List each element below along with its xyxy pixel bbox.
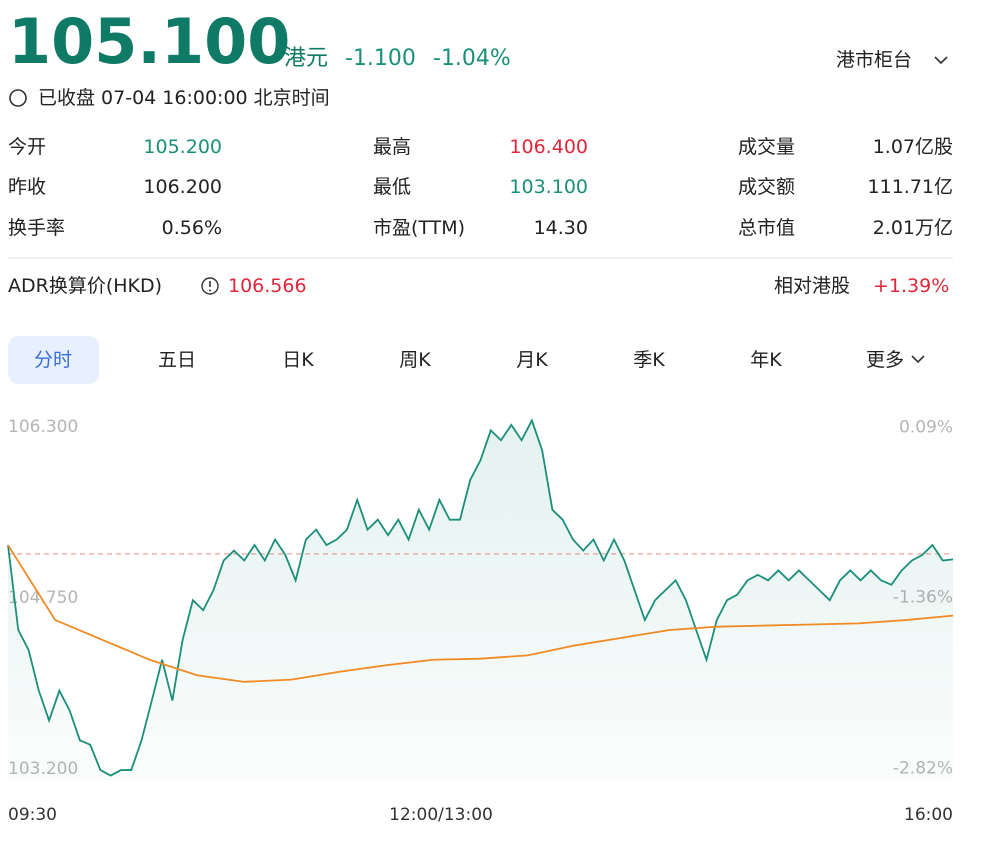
price-line bbox=[7, 418, 954, 777]
clock-icon bbox=[9, 89, 27, 107]
tab[interactable]: 更多 bbox=[865, 349, 904, 371]
y2-tick-label: 0.09% bbox=[899, 418, 953, 438]
stat-value: 0.56% bbox=[161, 217, 222, 239]
stat-label: 成交量 bbox=[738, 136, 796, 158]
adr-value: 106.566 bbox=[228, 275, 307, 297]
tab[interactable]: 月K bbox=[516, 349, 548, 371]
x-tick-label: 12:00/13:00 bbox=[389, 805, 493, 825]
clock-gap bbox=[14, 97, 18, 100]
stat-value: 1.07亿股 bbox=[872, 136, 953, 158]
tab[interactable]: 分时 bbox=[33, 349, 72, 371]
stat-label: 最低 bbox=[373, 176, 412, 198]
market[interactable]: 港市柜台 bbox=[836, 49, 913, 71]
tab-active-bg[interactable] bbox=[8, 336, 99, 384]
chevron bbox=[911, 355, 925, 364]
stat-label: 市盈(TTM) bbox=[373, 217, 466, 239]
stat-value: 14.30 bbox=[533, 217, 588, 239]
average-line bbox=[7, 544, 954, 683]
unit: 港元 bbox=[284, 46, 329, 71]
stat-value: 111.71亿 bbox=[867, 176, 953, 198]
chevron bbox=[934, 56, 948, 65]
stat-label: 最高 bbox=[373, 136, 412, 158]
stat-value: 106.400 bbox=[509, 136, 588, 158]
stat-value: 103.100 bbox=[509, 176, 588, 198]
info-icon bbox=[209, 289, 211, 292]
tab[interactable]: 季K bbox=[633, 349, 665, 371]
status: 已收盘 07-04 16:00:00 北京时间 bbox=[38, 87, 330, 109]
y-tick-label: 106.300 bbox=[8, 417, 78, 437]
stat-label: 昨收 bbox=[8, 176, 47, 198]
stat-value: 105.200 bbox=[143, 136, 222, 158]
area bbox=[8, 420, 953, 780]
stat-label: 今开 bbox=[8, 136, 47, 158]
y-tick-label: 104.750 bbox=[8, 588, 78, 608]
price: 105.100 bbox=[8, 5, 291, 78]
x-tick-label: 16:00 bbox=[904, 805, 953, 825]
tab[interactable]: 周K bbox=[399, 349, 431, 371]
tab[interactable]: 年K bbox=[750, 349, 782, 371]
stat-label: 总市值 bbox=[738, 217, 796, 239]
adr-label: ADR换算价(HKD) bbox=[8, 275, 163, 297]
change: -1.100 bbox=[345, 46, 416, 71]
stat-value: 106.200 bbox=[143, 176, 222, 198]
relative-label: 相对港股 bbox=[774, 275, 851, 297]
x-tick-label: 09:30 bbox=[8, 805, 57, 825]
info-icon bbox=[201, 277, 219, 295]
tab[interactable]: 五日 bbox=[157, 349, 196, 371]
stat-value: 2.01万亿 bbox=[872, 217, 953, 239]
stat-label: 换手率 bbox=[8, 217, 66, 239]
change-pct: -1.04% bbox=[433, 46, 511, 71]
relative-value: +1.39% bbox=[873, 275, 950, 297]
tab[interactable]: 日K bbox=[282, 349, 314, 371]
stat-label: 成交额 bbox=[738, 176, 796, 198]
